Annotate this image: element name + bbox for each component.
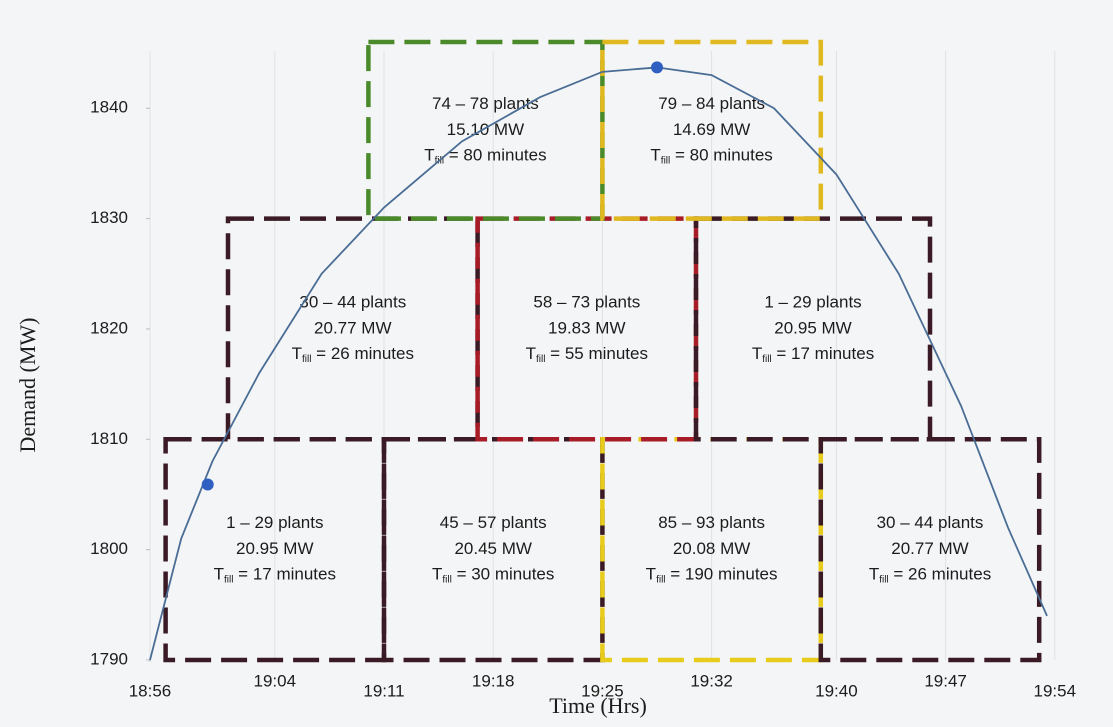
box-plants: 30 – 44 plants	[299, 292, 406, 311]
box-power: 20.08 MW	[673, 539, 750, 558]
tfill-symbol: T	[214, 565, 224, 584]
demand-line	[149, 66, 1048, 661]
tfill-symbol: T	[646, 565, 656, 584]
x-tick-label: 19:18	[472, 671, 515, 690]
tfill-symbol: T	[752, 344, 762, 363]
box-plants: 1 – 29 plants	[764, 292, 861, 311]
x-axis-title: Time (Hrs)	[549, 693, 647, 718]
tfill-sub: fill	[224, 574, 233, 585]
x-tick-label: 19:25	[581, 681, 624, 700]
tfill-symbol: T	[292, 344, 302, 363]
tfill-sub: fill	[879, 574, 888, 585]
dashed-box	[600, 39, 824, 221]
tfill-time: = 26 minutes	[889, 565, 992, 584]
y-tick-label: 1840	[90, 98, 128, 117]
tfill-time: = 17 minutes	[233, 565, 336, 584]
tfill-symbol: T	[650, 146, 660, 165]
box-plants: 79 – 84 plants	[658, 94, 765, 113]
box-tfill: Tfill = 80 minutes	[650, 146, 772, 166]
tfill-time: = 80 minutes	[670, 146, 773, 165]
y-tick-label: 1800	[90, 539, 128, 558]
box-plants: 85 – 93 plants	[658, 513, 765, 532]
tfill-sub: fill	[762, 354, 771, 365]
x-tick-label: 19:11	[363, 681, 404, 700]
dashed-box	[225, 216, 480, 442]
x-tick-label: 19:04	[254, 671, 297, 690]
tfill-sub: fill	[536, 354, 545, 365]
box-tfill: Tfill = 17 minutes	[214, 565, 336, 585]
box-tfill: Tfill = 190 minutes	[646, 565, 778, 585]
box-plants: 74 – 78 plants	[432, 94, 539, 113]
dashed-box	[366, 39, 605, 221]
box-power: 20.95 MW	[236, 539, 313, 558]
tfill-symbol: T	[869, 565, 879, 584]
tfill-symbol: T	[526, 344, 536, 363]
box-plants: 58 – 73 plants	[533, 292, 640, 311]
tfill-time: = 190 minutes	[666, 565, 778, 584]
box-plants: 30 – 44 plants	[877, 513, 984, 532]
box-power: 14.69 MW	[673, 120, 750, 139]
x-tick-label: 19:47	[924, 671, 967, 690]
box-power: 20.95 MW	[774, 318, 851, 337]
box-power: 20.45 MW	[454, 539, 531, 558]
tfill-sub: fill	[661, 155, 670, 166]
tfill-sub: fill	[442, 574, 451, 585]
box-tfill: Tfill = 26 minutes	[292, 344, 414, 364]
point	[651, 61, 663, 74]
box-tfill: Tfill = 26 minutes	[869, 565, 991, 585]
y-axis-title: Demand (MW)	[15, 317, 40, 452]
tfill-time: = 26 minutes	[311, 344, 414, 363]
y-tick-label: 1790	[90, 649, 128, 668]
box-tfill: Tfill = 17 minutes	[752, 344, 874, 364]
box-tfill: Tfill = 55 minutes	[526, 344, 648, 364]
y-tick-label: 1820	[90, 318, 128, 337]
point	[201, 478, 214, 491]
tfill-symbol: T	[432, 565, 442, 584]
x-tick-label: 18:56	[129, 681, 172, 700]
y-tick-label: 1810	[90, 429, 128, 448]
box-plants: 45 – 57 plants	[440, 513, 547, 532]
tfill-symbol: T	[424, 146, 434, 165]
tfill-time: = 80 minutes	[444, 146, 547, 165]
x-tick-label: 19:32	[690, 671, 733, 690]
box-power: 19.83 MW	[548, 318, 625, 337]
box-power: 20.77 MW	[314, 318, 391, 337]
tfill-time: = 17 minutes	[772, 344, 875, 363]
box-power: 20.77 MW	[891, 539, 968, 558]
box-tfill: Tfill = 30 minutes	[432, 565, 554, 585]
x-tick-label: 19:40	[815, 681, 858, 700]
box-plants: 1 – 29 plants	[226, 513, 323, 532]
tfill-time: = 55 minutes	[545, 344, 648, 363]
y-tick-label: 1830	[90, 208, 128, 227]
tfill-sub: fill	[302, 354, 311, 365]
x-tick-label: 19:54	[1034, 681, 1077, 700]
tfill-time: = 30 minutes	[452, 565, 555, 584]
tfill-sub: fill	[656, 574, 665, 585]
box-power: 15.10 MW	[447, 120, 524, 139]
